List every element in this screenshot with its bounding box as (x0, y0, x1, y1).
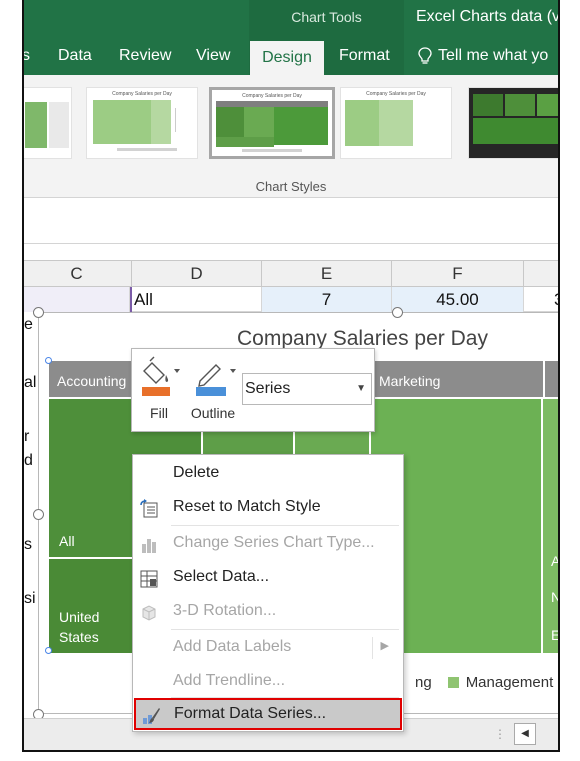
menu-item-label: Add Trendline... (173, 672, 286, 689)
menu-separator (171, 525, 399, 526)
lightbulb-icon (418, 47, 432, 64)
column-header-e[interactable]: E (262, 261, 392, 287)
treemap-tile[interactable] (543, 399, 558, 653)
selection-handle[interactable] (45, 357, 52, 364)
row-fragment: d (24, 452, 33, 469)
menu-separator (171, 629, 399, 630)
ribbon-body: Company Salaries per Day Company Salarie… (24, 75, 558, 198)
treemap-label-all: All (59, 533, 75, 549)
chart-styles-group-label: Chart Styles (255, 179, 327, 194)
menu-item-label: Change Series Chart Type... (173, 534, 375, 551)
chart-style-thumbnail-1[interactable] (24, 87, 72, 159)
menu-item-format-data-series[interactable]: Format Data Series... (134, 698, 402, 730)
row-fragment: s (24, 536, 32, 553)
treemap-label-marketing: Marketing (379, 373, 441, 389)
chart-style-thumbnail-4[interactable]: Company Salaries per Day (340, 87, 452, 159)
outline-button[interactable]: Outline (186, 355, 240, 427)
treemap-divider (543, 361, 545, 397)
chart-resize-handle[interactable] (33, 509, 44, 520)
menu-item-label: Delete (173, 464, 220, 481)
legend-swatch-management (447, 677, 459, 688)
menu-item-select-data[interactable]: Select Data... (133, 561, 403, 595)
thumbnail-title: Company Salaries per Day (242, 93, 302, 99)
menu-separator (171, 697, 399, 698)
paint-bucket-icon (142, 356, 180, 396)
tab-formulas-partial[interactable]: s (22, 47, 30, 64)
cell-g[interactable]: 3 (524, 287, 558, 312)
reset-style-icon (140, 499, 158, 518)
legend-entry-management: Management (465, 674, 554, 691)
scroll-left-button[interactable]: ◀ (514, 723, 536, 745)
chart-style-thumbnail-2[interactable]: Company Salaries per Day (86, 87, 198, 159)
menu-item-label: 3-D Rotation... (173, 602, 277, 619)
chart-style-thumbnail-5[interactable] (468, 87, 558, 159)
chart-resize-handle[interactable] (392, 307, 403, 318)
chart-type-icon (142, 539, 156, 553)
document-title: Excel Charts data (v (416, 8, 560, 25)
format-brush-icon (143, 708, 160, 724)
cell-e[interactable]: 7 (262, 287, 392, 312)
tell-me-text: Tell me what yo (438, 47, 549, 64)
row-fragment: si (24, 590, 36, 607)
menu-item-label: Add Data Labels (173, 638, 292, 655)
left-column-fragments: e al r d s si (24, 312, 40, 712)
column-header-f[interactable]: F (392, 261, 524, 287)
menu-item-add-trendline[interactable]: Add Trendline... (133, 665, 403, 699)
row-fragment: r (24, 428, 30, 445)
chart-legend[interactable]: ng Management (415, 674, 553, 691)
treemap-label-right-e: E (551, 627, 560, 643)
menu-item-reset-to-match-style[interactable]: Reset to Match Style (133, 491, 403, 525)
series-dropdown[interactable]: Series ▼ (242, 373, 372, 405)
menu-item-label: Format Data Series... (174, 705, 327, 722)
dropdown-arrow-icon: ▼ (356, 383, 366, 394)
menu-item-delete[interactable]: Delete (133, 457, 403, 491)
treemap-label-united-states: United States (59, 609, 100, 645)
series-dropdown-value: Series (245, 380, 291, 397)
column-header-d[interactable]: D (132, 261, 262, 287)
fill-button[interactable]: Fill (136, 355, 182, 427)
select-data-icon (140, 570, 158, 588)
formula-bar-area (24, 198, 558, 244)
tab-design[interactable]: Design (250, 41, 324, 75)
tab-data[interactable]: Data (58, 47, 92, 64)
menu-item-3d-rotation[interactable]: 3-D Rotation... (133, 595, 403, 629)
excel-window: Chart Tools Excel Charts data (v s Data … (22, 0, 560, 752)
row-fragment: al (24, 374, 37, 391)
outline-label: Outline (190, 405, 236, 421)
column-headers: C D E F (24, 260, 558, 287)
column-header-c[interactable]: C (24, 261, 132, 287)
menu-item-label: Reset to Match Style (173, 498, 321, 515)
menu-item-change-series-chart-type[interactable]: Change Series Chart Type... (133, 527, 403, 561)
rotation-3d-icon (142, 605, 156, 621)
chart-resize-handle[interactable] (33, 307, 44, 318)
ribbon-tab-bar: Chart Tools Excel Charts data (v s Data … (24, 0, 558, 75)
submenu-arrow-icon: ▶ (380, 640, 389, 652)
tab-review[interactable]: Review (119, 47, 172, 64)
pencil-outline-icon (196, 364, 236, 396)
context-menu: Delete Reset to Match Style Change Serie… (132, 454, 404, 732)
row-fragment: e (24, 316, 33, 333)
tab-view[interactable]: View (196, 47, 231, 64)
submenu-divider (372, 637, 373, 659)
treemap-label-right-n: N (551, 589, 558, 605)
cell-f[interactable]: 45.00 (392, 287, 524, 312)
tab-format[interactable]: Format (339, 47, 390, 64)
menu-item-label: Select Data... (173, 568, 270, 585)
chart-tools-label: Chart Tools (291, 9, 362, 25)
cell-d[interactable]: All (130, 287, 262, 312)
split-handle-icon[interactable]: ⋮ (494, 727, 506, 741)
fill-label: Fill (150, 405, 168, 421)
treemap-label-right-a: A (551, 553, 560, 569)
sheet-row: All 7 45.00 3 (24, 287, 558, 312)
treemap-label-accounting: Accounting (57, 373, 127, 389)
legend-entry-partial: ng (415, 674, 432, 691)
thumbnail-title: Company Salaries per Day (366, 91, 426, 97)
thumbnail-title: Company Salaries per Day (112, 91, 172, 97)
menu-item-add-data-labels[interactable]: Add Data Labels ▶ (133, 631, 403, 665)
chart-style-thumbnail-3-selected[interactable]: Company Salaries per Day (209, 87, 335, 159)
chart-title[interactable]: Company Salaries per Day (237, 327, 488, 350)
tell-me-box[interactable]: Tell me what yo (418, 47, 548, 65)
mini-toolbar: Fill Outline Series ▼ (131, 348, 375, 432)
selection-handle[interactable] (45, 647, 52, 654)
